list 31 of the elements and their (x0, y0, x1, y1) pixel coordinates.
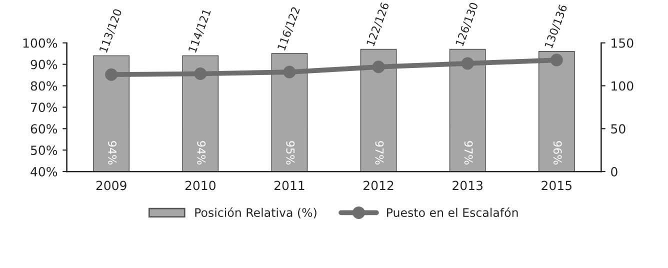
point (372, 60, 385, 74)
data-label: 94% (197, 141, 206, 164)
legend-label: Puesto en el Escalafón (387, 207, 518, 218)
x-tick-label: 2009 (96, 180, 126, 190)
x-tick-label: 2012 (364, 180, 394, 190)
legend-label: Posición Relativa (%) (195, 207, 316, 218)
data-label: 95% (286, 141, 295, 164)
point (105, 68, 118, 81)
y-tick-label: 100% (23, 38, 58, 48)
point (283, 66, 296, 78)
x-tick-label: 2015 (542, 180, 572, 190)
data-label: 97% (375, 141, 384, 164)
y-tick-label: 60% (30, 124, 58, 134)
y2-tick-label: 100 (612, 81, 634, 91)
x-tick-label: 2013 (452, 180, 483, 190)
y-tick-label: 70% (31, 102, 58, 112)
y2-tick-label: 0 (611, 166, 618, 176)
y-tick-label: 80% (30, 81, 58, 91)
data-label: 97% (464, 141, 473, 164)
y-tick-label: 40% (30, 166, 58, 176)
point (550, 54, 563, 66)
data-label: 96% (553, 141, 562, 164)
y2-tick-label: 150 (612, 38, 634, 48)
x-tick-label: 2011 (274, 180, 304, 190)
y2-tick-label: 50 (611, 124, 626, 134)
x-tick-label: 2010 (185, 180, 216, 190)
y-tick-label: 90% (30, 60, 58, 70)
data-label: 94% (108, 141, 117, 164)
y-tick-label: 50% (30, 146, 58, 156)
point (461, 57, 474, 70)
point (194, 68, 207, 80)
